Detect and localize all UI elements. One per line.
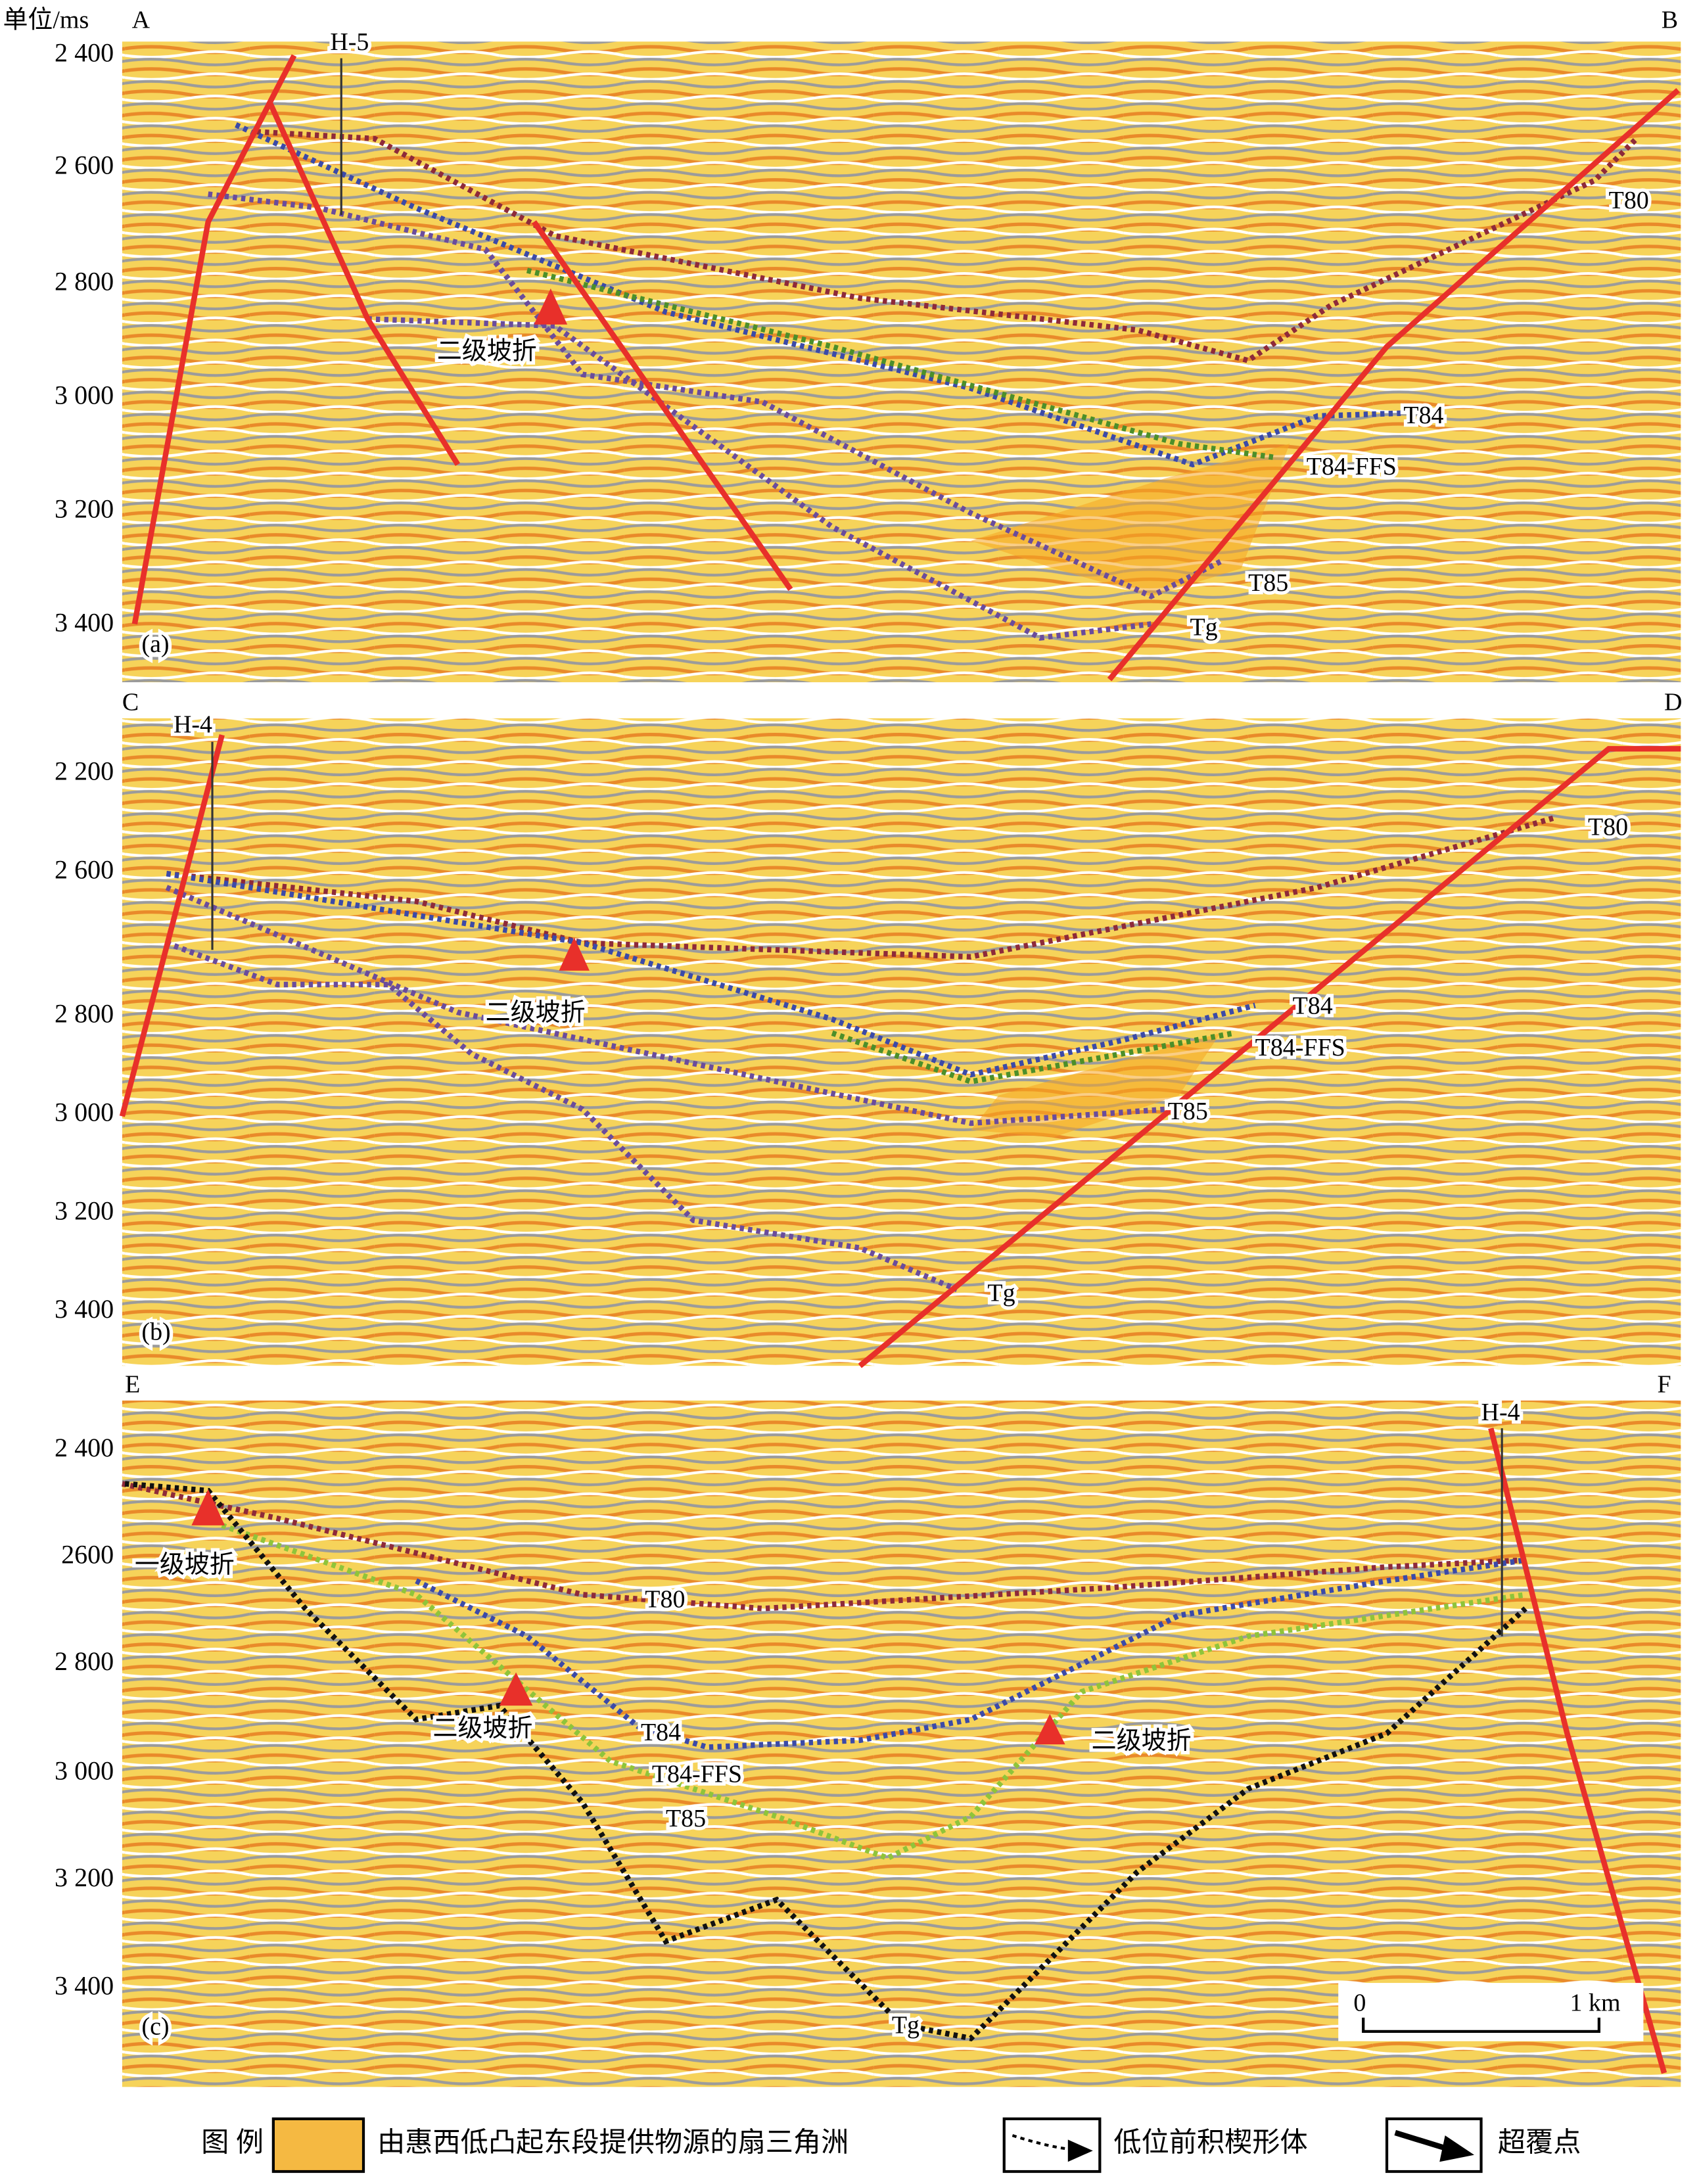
legend-swatch [271,2117,365,2173]
panel-tag: (c) [141,2012,169,2040]
horizon-line [221,1522,1526,1861]
seismic-section [122,1400,1681,2087]
break-label: 二级坡折 [437,338,537,365]
break-marker [1035,1713,1065,1745]
fault [1488,1428,1667,2074]
y-label: 3 400 [55,608,114,638]
break-label: 二级坡折 [432,1715,532,1742]
horizon-line [831,1030,1235,1085]
fault [119,734,225,1117]
legend-icon [1394,2129,1451,2152]
y-label: 2 400 [55,38,114,68]
horizon-label: T84-FFS [652,1760,742,1788]
legend-icon [1067,2139,1093,2162]
y-label: 2 400 [55,1433,114,1462]
seismic-section [122,41,1681,683]
horizon-label: T85 [1168,1098,1208,1125]
horizon-line [526,267,1276,461]
horizon-line [415,1557,1526,1750]
break-marker [534,288,568,325]
section-end: F [1657,1371,1671,1399]
legend-label: 超覆点 [1498,2127,1581,2158]
fault [131,54,297,625]
legend-icon [1439,2135,1474,2162]
y-label: 3 000 [55,1756,114,1786]
horizon-label: Tg [987,1279,1015,1307]
legend-label: 低位前积楔形体 [1113,2127,1307,2158]
break-label: 二级坡折 [486,999,586,1027]
y-label: 2 800 [55,1646,114,1676]
seismic-section [122,718,1681,1366]
horizon-line [367,316,1152,641]
y-label: 2 800 [55,267,114,296]
horizon-label: T80 [1588,813,1628,841]
y-label: 2600 [61,1540,114,1569]
horizon-label: T85 [666,1805,706,1832]
section-end: B [1662,6,1678,34]
legend-swatch [1002,2117,1102,2173]
y-label: 2 800 [55,999,114,1029]
break-label: 二级坡折 [1092,1727,1192,1755]
well-label: H-4 [1481,1399,1520,1426]
horizon-line [208,191,1222,599]
unit-label: 单位/ms [3,6,89,34]
y-label: 3 200 [55,1863,114,1892]
y-label: 3 200 [55,1196,114,1225]
fan-delta [971,1033,1221,1138]
break-marker [499,1672,533,1706]
well-label: H-5 [330,28,369,56]
y-label: 3 000 [55,1098,114,1127]
section-end: E [125,1371,140,1399]
section-end: A [132,6,151,34]
horizon-label: T84 [1403,402,1443,429]
panel-tag: (a) [141,630,169,658]
panel-tag: (b) [141,1318,170,1345]
horizon-line [166,871,1256,1078]
y-label: 2 600 [55,854,114,884]
section-end: D [1664,689,1682,716]
fault [532,220,793,592]
break-marker [191,1489,225,1525]
horizon-line [165,885,1165,1127]
y-label: 2 200 [55,756,114,785]
fault [858,746,1681,1368]
scale-bar-label: 1 km [1570,1989,1621,2017]
horizon-label: T84 [641,1719,681,1746]
horizon-line [166,815,1554,960]
y-label: 3 000 [55,381,114,410]
y-label: 3 200 [55,494,114,524]
y-label: 3 400 [55,1294,114,1324]
fault [1107,87,1680,682]
horizon-label: Tg [1190,614,1217,641]
horizon-label: T85 [1248,569,1288,597]
scale-bar [1362,2017,1600,2033]
break-marker [559,937,590,971]
horizon-label: T84-FFS [1255,1034,1345,1061]
well-label: H-4 [174,710,212,738]
fault [268,103,461,467]
legend-title: 图 例 [201,2127,264,2158]
horizon-line [121,1481,1526,1612]
scale-bar-label: 0 [1353,1989,1366,2017]
horizon-label: T84-FFS [1307,453,1397,480]
legend-label: 由惠西低凸起东段提供物源的扇三角洲 [377,2127,849,2158]
horizon-line [165,940,958,1293]
y-label: 3 400 [55,1971,114,2001]
horizon-label: T84 [1293,992,1333,1020]
horizon-label: Tg [892,2011,919,2039]
horizon-line [124,1481,1527,2042]
horizon-line [256,129,1639,364]
break-label: 一级坡折 [135,1551,235,1579]
y-label: 2 600 [55,150,114,179]
horizon-label: T80 [1609,187,1649,214]
horizon-label: T80 [645,1586,685,1614]
section-end: C [122,689,139,716]
